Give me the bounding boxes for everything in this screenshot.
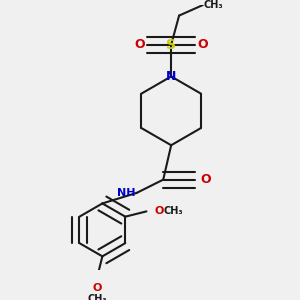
Text: S: S xyxy=(166,38,176,52)
Text: CH₃: CH₃ xyxy=(163,206,183,216)
Text: O: O xyxy=(134,38,145,51)
Text: CH₃: CH₃ xyxy=(87,294,107,300)
Text: NH: NH xyxy=(117,188,135,198)
Text: O: O xyxy=(92,283,102,293)
Text: O: O xyxy=(198,38,208,51)
Text: N: N xyxy=(166,70,176,83)
Text: O: O xyxy=(155,206,164,216)
Text: CH₃: CH₃ xyxy=(204,0,223,10)
Text: O: O xyxy=(200,173,211,186)
